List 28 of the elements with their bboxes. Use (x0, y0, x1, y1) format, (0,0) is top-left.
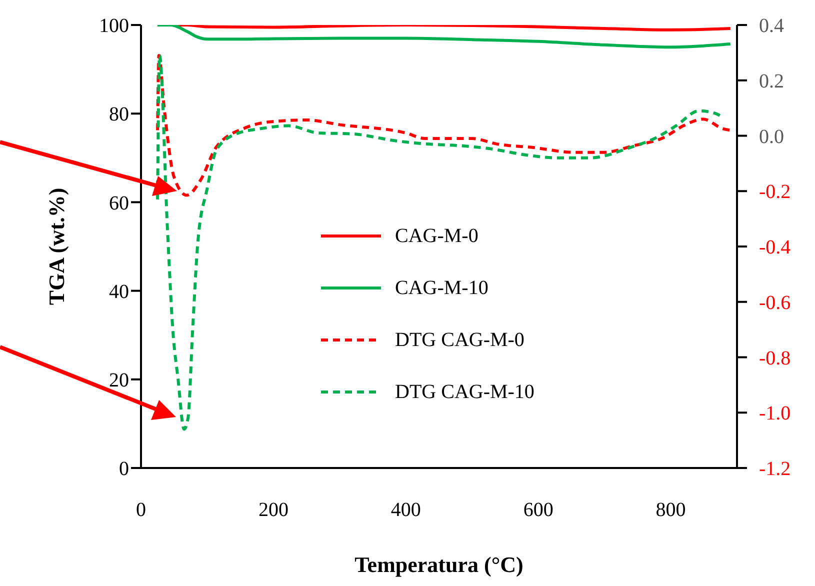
y2-tick-label: 0.4 (759, 15, 784, 37)
legend-label: DTG CAG-M-10 (395, 380, 534, 404)
y2-tick-label: -0.6 (759, 292, 791, 314)
x-tick-label: 0 (136, 499, 146, 522)
y2-tick-label: 0.2 (759, 70, 784, 92)
x-tick-label: 400 (390, 499, 421, 522)
x-tick-label: 800 (656, 499, 686, 522)
y2-tick-label: -0.4 (759, 236, 791, 258)
x-tick-label: 200 (258, 499, 288, 522)
y2-tick-label: -0.8 (759, 347, 791, 370)
y-tick-label: 0 (119, 458, 129, 480)
x-tick-label: 600 (523, 499, 554, 522)
line-series (156, 54, 732, 197)
y-tick-label: 80 (109, 104, 129, 126)
legend-label: CAG-M-10 (395, 276, 488, 300)
y2-tick-label: -1.0 (759, 402, 791, 425)
y-tick-label: 40 (109, 280, 129, 303)
legend-label: DTG CAG-M-0 (395, 328, 524, 352)
x-axis-title: Temperatura (°C) (354, 552, 524, 577)
line-series (156, 25, 732, 49)
y-axis-title: TGA (wt.%) (44, 188, 69, 306)
y-tick-label: 100 (99, 15, 129, 38)
y-tick-label: 20 (109, 370, 129, 392)
y-tick-label: 60 (109, 192, 129, 214)
y2-tick-label: -1.2 (759, 458, 791, 480)
y2-tick-label: 0.0 (759, 126, 784, 148)
y2-tick-label: -0.2 (759, 181, 791, 204)
legend-label: CAG-M-0 (395, 224, 478, 248)
